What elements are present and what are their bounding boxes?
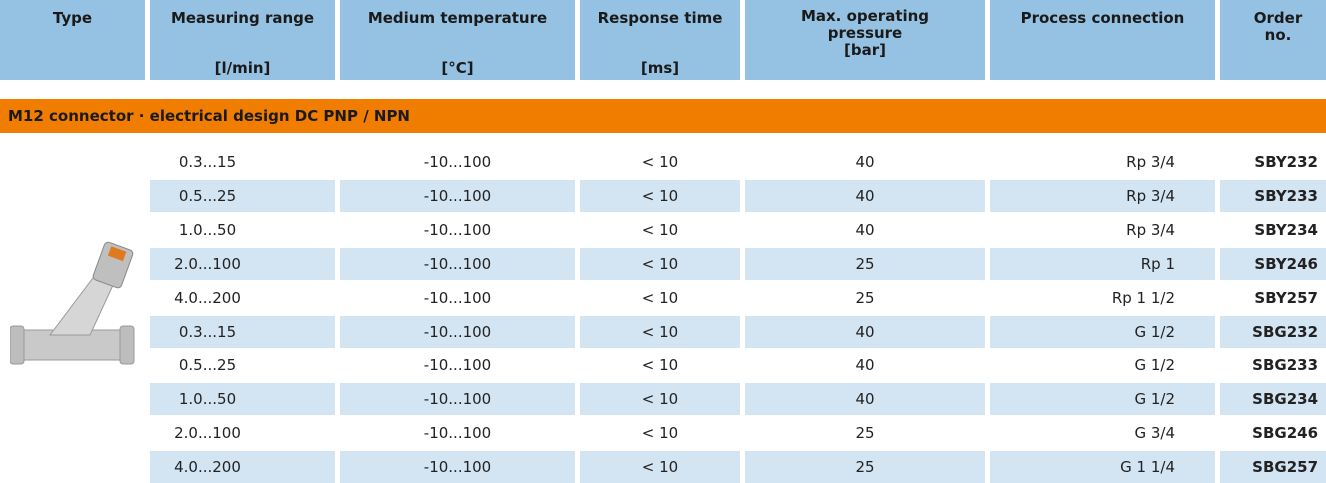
table-cell: -10...100: [340, 214, 575, 246]
section-heading: M12 connector · electrical design DC PNP…: [0, 99, 1326, 133]
table-cell: G 3/4: [990, 417, 1215, 449]
table-cell: -10...100: [340, 417, 575, 449]
table-cell: 40: [745, 316, 985, 348]
header-title: Measuring range: [154, 10, 331, 27]
table-cell: < 10: [580, 316, 740, 348]
table-cell: G 1/2: [990, 383, 1215, 415]
table-cell: Rp 1 1/2: [990, 282, 1215, 314]
table-cell: 0.5...25: [150, 349, 335, 381]
table-cell: Rp 3/4: [990, 180, 1215, 212]
order-number: SBG257: [1220, 451, 1326, 483]
table-cell: 25: [745, 451, 985, 483]
table-cell: -10...100: [340, 146, 575, 178]
header-title: Type: [4, 10, 141, 27]
header-title: Max. operating pressure: [775, 8, 955, 42]
header-title: Medium temperature: [344, 10, 571, 27]
table-cell: < 10: [580, 451, 740, 483]
header-cell: Response time [ms]: [580, 0, 740, 80]
table-cell: -10...100: [340, 180, 575, 212]
header-cell: Max. operating pressure[bar]: [745, 0, 985, 80]
table-cell: G 1/2: [990, 349, 1215, 381]
order-number: SBG246: [1220, 417, 1326, 449]
table-cell: 0.3...15: [150, 316, 335, 348]
table-cell: < 10: [580, 214, 740, 246]
header-cell: Process connection: [990, 0, 1215, 80]
table-cell: 40: [745, 146, 985, 178]
table-cell: 1.0...50: [150, 214, 335, 246]
table-cell: < 10: [580, 248, 740, 280]
table-cell: 40: [745, 349, 985, 381]
table-cell: -10...100: [340, 349, 575, 381]
table-cell: 40: [745, 214, 985, 246]
order-number: SBY257: [1220, 282, 1326, 314]
header-title: Process connection: [994, 10, 1211, 27]
table-cell: -10...100: [340, 316, 575, 348]
order-number: SBY246: [1220, 248, 1326, 280]
table-cell: 40: [745, 383, 985, 415]
header-title: Order no.: [1240, 10, 1316, 44]
table-cell: < 10: [580, 282, 740, 314]
table-cell: 4.0...200: [150, 282, 335, 314]
order-number: SBY234: [1220, 214, 1326, 246]
order-number: SBG232: [1220, 316, 1326, 348]
table-cell: Rp 3/4: [990, 214, 1215, 246]
table-cell: 0.5...25: [150, 180, 335, 212]
table-cell: -10...100: [340, 248, 575, 280]
table-cell: G 1/2: [990, 316, 1215, 348]
order-number: SBG233: [1220, 349, 1326, 381]
table-cell: 25: [745, 282, 985, 314]
table-cell: 0.3...15: [150, 146, 335, 178]
table-cell: G 1 1/4: [990, 451, 1215, 483]
table-cell: 2.0...100: [150, 417, 335, 449]
header-cell: Medium temperature [°C]: [340, 0, 575, 80]
header-cell: Type: [0, 0, 145, 80]
header-unit: [°C]: [344, 60, 571, 77]
table-cell: -10...100: [340, 383, 575, 415]
order-number: SBG234: [1220, 383, 1326, 415]
header-unit: [ms]: [584, 60, 736, 77]
header-cell: Order no.: [1220, 0, 1326, 80]
order-number: SBY233: [1220, 180, 1326, 212]
table-cell: < 10: [580, 180, 740, 212]
table-cell: < 10: [580, 383, 740, 415]
table-cell: 1.0...50: [150, 383, 335, 415]
table-cell: 25: [745, 417, 985, 449]
table-cell: Rp 3/4: [990, 146, 1215, 178]
header-cell: Measuring range [l/min]: [150, 0, 335, 80]
product-image: [10, 240, 140, 390]
table-cell: 4.0...200: [150, 451, 335, 483]
order-number: SBY232: [1220, 146, 1326, 178]
table-cell: < 10: [580, 417, 740, 449]
spec-table: M12 connector · electrical design DC PNP…: [0, 0, 1326, 481]
table-cell: 2.0...100: [150, 248, 335, 280]
table-cell: Rp 1: [990, 248, 1215, 280]
table-cell: < 10: [580, 146, 740, 178]
table-cell: 25: [745, 248, 985, 280]
table-cell: 40: [745, 180, 985, 212]
header-title: Response time: [584, 10, 736, 27]
table-cell: < 10: [580, 349, 740, 381]
table-cell: -10...100: [340, 282, 575, 314]
table-cell: -10...100: [340, 451, 575, 483]
header-unit: [bar]: [749, 42, 981, 59]
header-unit: [l/min]: [154, 60, 331, 77]
